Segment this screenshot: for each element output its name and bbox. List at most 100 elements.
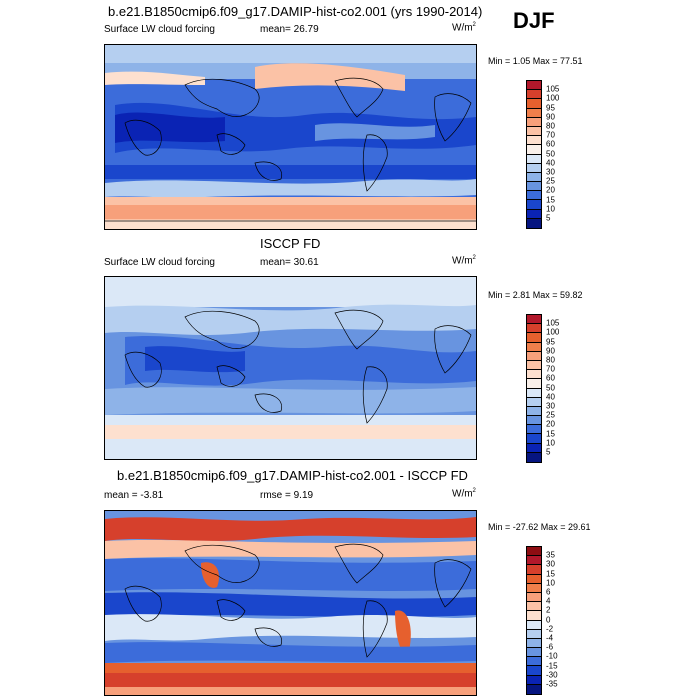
colorbar-swatch (527, 136, 541, 146)
colorbar-swatch (527, 452, 541, 462)
colorbar-swatch (527, 342, 541, 352)
colorbar-tick-label: 15 (546, 569, 555, 579)
colorbar-swatch (527, 638, 541, 649)
colorbar-tick-label: 80 (546, 355, 555, 365)
colorbar-swatch (527, 648, 541, 658)
colorbar-tick-label: -4 (546, 633, 554, 643)
colorbar-swatch (527, 209, 541, 219)
colorbar-swatch (527, 397, 541, 407)
colorbar-tick-label: 35 (546, 550, 555, 560)
colorbar-tick-label: 6 (546, 587, 551, 597)
panel-3-rmse-label: rmse = 9.19 (260, 490, 314, 501)
colorbar-tick-label: 100 (546, 327, 560, 337)
colorbar-tick-label: 20 (546, 419, 555, 429)
colorbar-tick-label: 70 (546, 364, 555, 374)
colorbar-swatch (527, 172, 541, 183)
panel-3-mean-label: mean = -3.81 (104, 490, 164, 501)
colorbar-tick-label: 80 (546, 121, 555, 131)
colorbar-tick-label: 2 (546, 605, 551, 615)
panel-2-colorbar (526, 314, 542, 463)
colorbar-swatch (527, 333, 541, 343)
colorbar-tick-label: 30 (546, 401, 555, 411)
colorbar-tick-label: 5 (546, 213, 551, 223)
colorbar-swatch (527, 666, 541, 676)
colorbar-swatch (527, 182, 541, 192)
colorbar-tick-label: 15 (546, 195, 555, 205)
colorbar-swatch (527, 406, 541, 417)
colorbar-tick-label: -35 (546, 679, 558, 689)
colorbar-tick-label: 100 (546, 93, 560, 103)
colorbar-tick-label: 95 (546, 337, 555, 347)
colorbar-tick-label: -30 (546, 670, 558, 680)
panel-1-map (104, 44, 477, 230)
colorbar-swatch (527, 443, 541, 453)
colorbar-tick-label: 15 (546, 429, 555, 439)
colorbar-tick-label: -10 (546, 651, 558, 661)
panel-2-units: W/m2 (452, 255, 476, 267)
colorbar-swatch (527, 108, 541, 118)
colorbar-swatch (527, 611, 541, 621)
colorbar-swatch (527, 191, 541, 201)
colorbar-tick-label: 10 (546, 578, 555, 588)
colorbar-swatch (527, 360, 541, 371)
panel-1-mean-label: mean= 26.79 (260, 24, 319, 35)
colorbar-swatch (527, 163, 541, 173)
colorbar-tick-label: -2 (546, 624, 554, 634)
colorbar-tick-label: 0 (546, 615, 551, 625)
colorbar-tick-label: 25 (546, 410, 555, 420)
colorbar-swatch (527, 218, 541, 228)
colorbar-swatch (527, 684, 541, 694)
panel-3-minmax: Min = -27.62 Max = 29.61 (488, 522, 591, 532)
colorbar-tick-label: 60 (546, 139, 555, 149)
panel-3-colorbar (526, 546, 542, 695)
colorbar-tick-label: 25 (546, 176, 555, 186)
colorbar-swatch (527, 602, 541, 612)
panel-1-minmax: Min = 1.05 Max = 77.51 (488, 56, 583, 66)
colorbar-swatch (527, 154, 541, 164)
colorbar-tick-label: 105 (546, 318, 560, 328)
colorbar-swatch (527, 547, 541, 557)
colorbar-swatch (527, 379, 541, 389)
colorbar-swatch (527, 416, 541, 426)
colorbar-tick-label: 30 (546, 559, 555, 569)
season-label: DJF (513, 8, 555, 33)
colorbar-swatch (527, 81, 541, 91)
colorbar-swatch (527, 592, 541, 603)
colorbar-swatch (527, 629, 541, 639)
panel-3-title: b.e21.B1850cmip6.f09_g17.DAMIP-hist-co2.… (117, 468, 468, 483)
colorbar-tick-label: -15 (546, 661, 558, 671)
colorbar-tick-label: 10 (546, 204, 555, 214)
colorbar-swatch (527, 425, 541, 435)
panel-2-title: ISCCP FD (260, 236, 321, 251)
colorbar-tick-label: 40 (546, 158, 555, 168)
colorbar-tick-label: 95 (546, 103, 555, 113)
panel-3-map (104, 510, 477, 696)
colorbar-swatch (527, 200, 541, 210)
colorbar-tick-label: 90 (546, 346, 555, 356)
panel-3-units: W/m2 (452, 488, 476, 500)
colorbar-tick-label: 5 (546, 447, 551, 457)
colorbar-swatch (527, 434, 541, 444)
colorbar-swatch (527, 145, 541, 155)
colorbar-tick-label: -6 (546, 642, 554, 652)
colorbar-swatch (527, 675, 541, 685)
colorbar-swatch (527, 388, 541, 398)
colorbar-swatch (527, 90, 541, 100)
colorbar-swatch (527, 351, 541, 361)
colorbar-swatch (527, 315, 541, 325)
colorbar-swatch (527, 583, 541, 593)
colorbar-tick-label: 20 (546, 185, 555, 195)
colorbar-swatch (527, 126, 541, 137)
colorbar-tick-label: 4 (546, 596, 551, 606)
colorbar-swatch (527, 117, 541, 127)
colorbar-tick-label: 105 (546, 84, 560, 94)
panel-2-left-label: Surface LW cloud forcing (104, 257, 215, 268)
colorbar-swatch (527, 99, 541, 109)
panel-1-title: b.e21.B1850cmip6.f09_g17.DAMIP-hist-co2.… (108, 4, 483, 19)
panel-2-minmax: Min = 2.81 Max = 59.82 (488, 290, 583, 300)
panel-2-map (104, 276, 477, 460)
colorbar-swatch (527, 324, 541, 334)
colorbar-tick-label: 70 (546, 130, 555, 140)
panel-2-mean-label: mean= 30.61 (260, 257, 319, 268)
colorbar-swatch (527, 370, 541, 380)
